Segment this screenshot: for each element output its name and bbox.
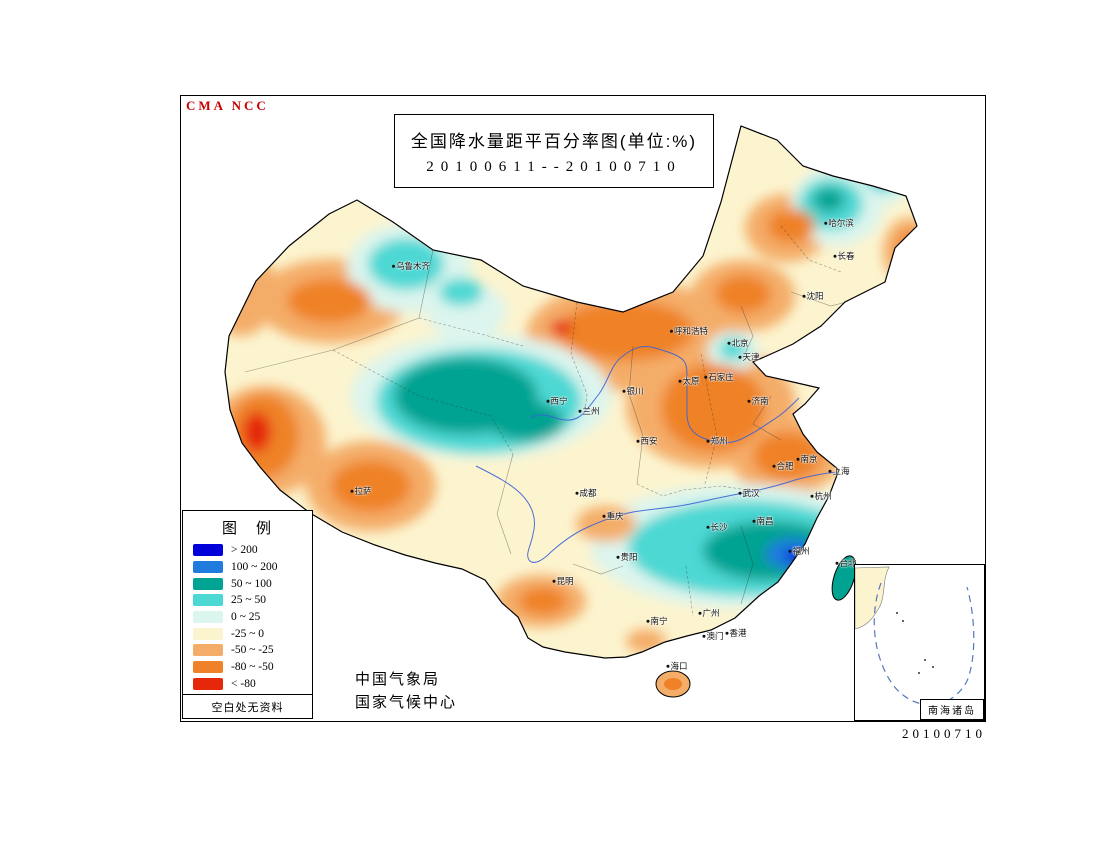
legend-label: 0 ~ 25 xyxy=(231,610,261,623)
legend: 图 例 > 200 100 ~ 200 50 ~ 100 25 ~ 50 0 ~ 25 -… xyxy=(182,510,313,719)
cma-ncc-watermark: CMA NCC xyxy=(186,98,269,113)
legend-swatch xyxy=(193,644,223,657)
legend-item: 50 ~ 100 xyxy=(193,577,302,590)
legend-footer: 空白处无资料 xyxy=(183,694,312,718)
legend-label: 100 ~ 200 xyxy=(231,560,278,573)
legend-label: 50 ~ 100 xyxy=(231,577,272,590)
legend-swatch xyxy=(193,677,223,690)
date-range: 20100611--20100710 xyxy=(426,158,682,175)
map-frame: 乌鲁木齐 哈尔滨 长春 沈阳 呼和浩特 北京 天津 石家庄 太原 银川 西宁 兰州 济南 西安 郑州 合肥 南京… xyxy=(180,95,986,722)
legend-swatch xyxy=(193,560,223,573)
legend-swatch xyxy=(193,544,223,557)
taiwan-island xyxy=(831,555,857,601)
legend-label: -50 ~ -25 xyxy=(231,644,274,657)
legend-swatch xyxy=(193,627,223,640)
legend-swatch xyxy=(193,661,223,673)
yangtze-river xyxy=(475,465,838,563)
legend-title: 图 例 xyxy=(221,520,273,537)
legend-label: 25 ~ 50 xyxy=(231,594,266,607)
agency-line1: 中国气象局 xyxy=(355,671,441,688)
legend-label: < -80 xyxy=(231,677,256,690)
legend-label: -25 ~ 0 xyxy=(231,627,265,640)
legend-label: > 200 xyxy=(231,544,258,557)
legend-item: -25 ~ 0 xyxy=(193,627,302,640)
agency-line2: 国家气候中心 xyxy=(355,694,458,711)
china-outline xyxy=(224,125,918,659)
yellow-river xyxy=(530,345,800,444)
legend-item: < -80 xyxy=(193,677,302,690)
inset-label: 南海诸岛 xyxy=(920,699,984,720)
legend-swatch xyxy=(193,610,223,623)
hainan-island xyxy=(655,670,691,698)
china-precipitation-map xyxy=(224,125,918,698)
inset-map xyxy=(855,566,975,706)
legend-item: > 200 xyxy=(193,544,302,557)
legend-swatch xyxy=(193,594,223,607)
date-stamp: 20100710 xyxy=(902,726,986,741)
legend-item: 25 ~ 50 xyxy=(193,594,302,607)
legend-item: -50 ~ -25 xyxy=(193,644,302,657)
legend-item: 100 ~ 200 xyxy=(193,560,302,573)
legend-label: -80 ~ -50 xyxy=(231,661,274,673)
legend-swatch xyxy=(193,577,223,590)
map-title: 全国降水量距平百分率图(单位:%) xyxy=(410,131,698,151)
legend-item: 0 ~ 25 xyxy=(193,610,302,623)
legend-items: > 200 100 ~ 200 50 ~ 100 25 ~ 50 0 ~ 25 -25 ~… xyxy=(183,540,312,694)
rivers xyxy=(475,345,838,563)
legend-item: -80 ~ -50 xyxy=(193,661,302,674)
agency-credit: 中国气象局 国家气候中心 xyxy=(355,668,457,714)
title-box: 全国降水量距平百分率图(单位:%) 20100611--20100710 xyxy=(394,114,714,188)
south-china-sea-inset: 南海诸岛 xyxy=(854,564,985,721)
